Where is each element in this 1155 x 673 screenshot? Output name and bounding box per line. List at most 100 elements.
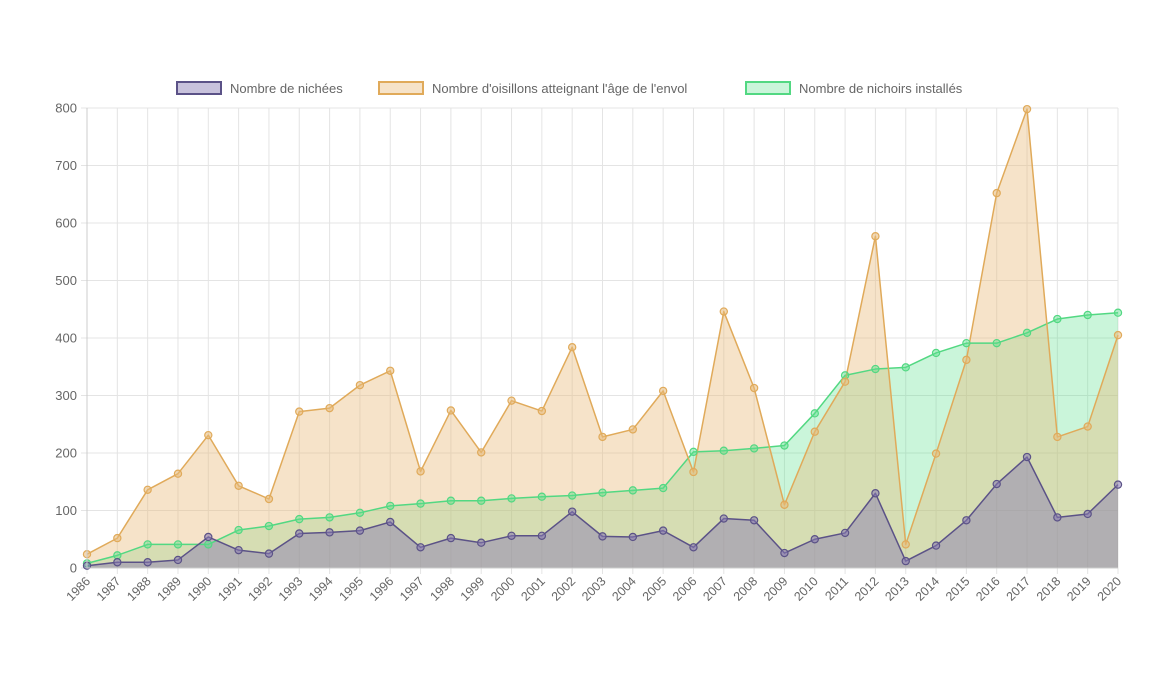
data-point-oisillons[interactable] <box>689 467 698 477</box>
data-point-nichoirs[interactable] <box>689 447 698 457</box>
data-point-oisillons[interactable] <box>658 386 668 396</box>
data-point-nichees[interactable] <box>567 507 577 516</box>
data-point-nichoirs[interactable] <box>143 540 152 549</box>
data-point-nichoirs[interactable] <box>295 514 304 524</box>
data-point-nichees[interactable] <box>962 516 971 525</box>
data-point-nichoirs[interactable] <box>355 508 365 517</box>
data-point-nichees[interactable] <box>840 528 850 538</box>
data-point-oisillons[interactable] <box>386 366 395 375</box>
data-point-nichees[interactable] <box>416 543 425 552</box>
legend-item-nichees[interactable]: Nombre de nichées <box>176 78 343 98</box>
data-point-nichoirs[interactable] <box>446 496 456 505</box>
data-point-nichees[interactable] <box>386 517 395 527</box>
data-point-oisillons[interactable] <box>264 494 274 504</box>
data-point-oisillons[interactable] <box>1113 330 1123 340</box>
data-point-nichoirs[interactable] <box>264 521 274 531</box>
data-point-oisillons[interactable] <box>204 430 213 440</box>
data-point-oisillons[interactable] <box>598 432 607 442</box>
data-point-nichees[interactable] <box>537 531 547 541</box>
data-point-nichees[interactable] <box>992 479 1001 489</box>
data-point-nichoirs[interactable] <box>416 499 425 508</box>
data-point-nichoirs[interactable] <box>1053 314 1062 324</box>
data-point-nichees[interactable] <box>780 548 789 558</box>
data-point-nichees[interactable] <box>810 535 819 544</box>
data-point-oisillons[interactable] <box>173 469 183 478</box>
data-point-nichees[interactable] <box>871 489 880 498</box>
legend-item-oisillons[interactable]: Nombre d'oisillons atteignant l'âge de l… <box>378 78 687 98</box>
data-point-nichees[interactable] <box>1022 452 1032 462</box>
data-point-nichoirs[interactable] <box>992 338 1001 348</box>
data-point-oisillons[interactable] <box>295 407 304 416</box>
data-point-nichoirs[interactable] <box>113 551 122 560</box>
data-point-nichoirs[interactable] <box>749 444 759 453</box>
data-point-nichoirs[interactable] <box>537 492 547 501</box>
data-point-nichees[interactable] <box>1053 513 1062 522</box>
data-point-nichees[interactable] <box>689 543 698 552</box>
data-point-nichees[interactable] <box>264 549 274 558</box>
data-point-nichoirs[interactable] <box>1022 328 1032 338</box>
data-point-nichees[interactable] <box>234 545 243 555</box>
data-point-nichoirs[interactable] <box>598 488 607 497</box>
data-point-oisillons[interactable] <box>355 380 365 390</box>
data-point-oisillons[interactable] <box>477 448 486 457</box>
data-point-oisillons[interactable] <box>567 343 577 352</box>
data-point-nichees[interactable] <box>507 531 516 541</box>
data-point-nichees[interactable] <box>325 528 334 537</box>
data-point-oisillons[interactable] <box>1083 422 1092 431</box>
data-point-nichees[interactable] <box>204 532 213 542</box>
data-point-oisillons[interactable] <box>234 481 243 490</box>
data-point-nichees[interactable] <box>658 526 668 535</box>
data-point-oisillons[interactable] <box>446 406 456 415</box>
data-point-nichoirs[interactable] <box>204 540 213 549</box>
data-point-oisillons[interactable] <box>901 540 910 549</box>
data-point-nichees[interactable] <box>173 555 183 565</box>
data-point-oisillons[interactable] <box>749 383 759 393</box>
data-point-nichees[interactable] <box>1083 509 1092 519</box>
data-point-oisillons[interactable] <box>840 377 850 386</box>
data-point-oisillons[interactable] <box>719 307 728 316</box>
data-point-oisillons[interactable] <box>113 533 122 543</box>
data-point-oisillons[interactable] <box>537 406 547 416</box>
data-point-nichees[interactable] <box>719 514 728 523</box>
data-point-nichees[interactable] <box>446 533 456 543</box>
data-point-nichees[interactable] <box>113 558 122 567</box>
data-point-nichoirs[interactable] <box>173 540 183 549</box>
data-point-nichoirs[interactable] <box>567 491 577 500</box>
data-point-nichees[interactable] <box>143 558 152 567</box>
data-point-nichoirs[interactable] <box>901 363 910 372</box>
data-point-nichoirs[interactable] <box>931 348 941 358</box>
data-point-oisillons[interactable] <box>780 500 789 509</box>
data-point-nichees[interactable] <box>931 541 941 550</box>
data-point-nichees[interactable] <box>628 532 638 542</box>
data-point-nichoirs[interactable] <box>780 441 789 450</box>
legend-item-nichoirs[interactable]: Nombre de nichoirs installés <box>745 78 962 98</box>
data-point-nichoirs[interactable] <box>325 513 334 522</box>
data-point-oisillons[interactable] <box>931 449 941 458</box>
data-point-oisillons[interactable] <box>416 467 425 476</box>
data-point-nichoirs[interactable] <box>234 525 243 535</box>
data-point-oisillons[interactable] <box>1022 104 1032 114</box>
data-point-oisillons[interactable] <box>962 355 971 365</box>
data-point-oisillons[interactable] <box>810 427 819 436</box>
data-point-nichees[interactable] <box>901 556 910 566</box>
data-point-nichoirs[interactable] <box>1083 310 1092 320</box>
data-point-nichees[interactable] <box>749 516 759 525</box>
data-point-oisillons[interactable] <box>871 232 880 241</box>
data-point-nichoirs[interactable] <box>628 486 638 495</box>
data-point-nichoirs[interactable] <box>658 483 668 493</box>
data-point-nichees[interactable] <box>355 526 365 535</box>
data-point-nichoirs[interactable] <box>386 501 395 511</box>
data-point-nichoirs[interactable] <box>871 364 880 374</box>
data-point-oisillons[interactable] <box>507 396 516 405</box>
data-point-nichees[interactable] <box>1113 480 1123 489</box>
data-point-oisillons[interactable] <box>325 403 334 413</box>
data-point-nichees[interactable] <box>477 538 486 547</box>
data-point-oisillons[interactable] <box>143 485 152 494</box>
data-point-nichees[interactable] <box>598 532 607 541</box>
data-point-oisillons[interactable] <box>992 188 1001 198</box>
data-point-nichees[interactable] <box>295 529 304 538</box>
data-point-nichoirs[interactable] <box>477 496 486 505</box>
data-point-oisillons[interactable] <box>1053 432 1062 442</box>
data-point-nichoirs[interactable] <box>1113 308 1123 317</box>
data-point-nichoirs[interactable] <box>962 338 971 348</box>
